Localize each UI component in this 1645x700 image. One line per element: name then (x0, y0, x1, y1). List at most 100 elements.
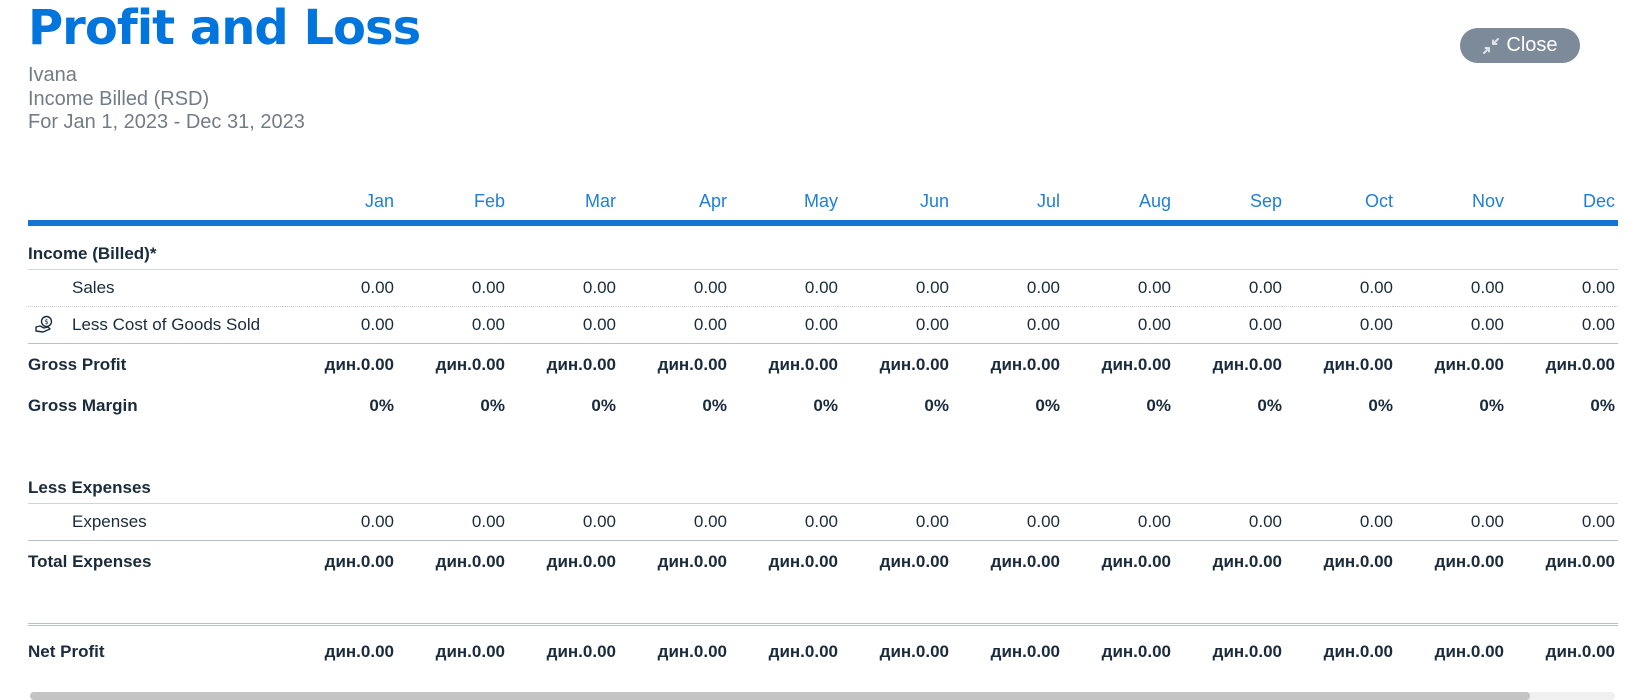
cogs-row-value-jul[interactable]: 0.00 (949, 306, 1060, 344)
cogs-row-value-apr[interactable]: 0.00 (616, 306, 727, 344)
spacer-row-value-jun (838, 426, 949, 460)
cogs-row-value-may[interactable]: 0.00 (727, 306, 838, 344)
cogs-row-value-mar[interactable]: 0.00 (505, 306, 616, 344)
net-profit-row-label-text: Net Profit (28, 642, 105, 661)
sales-row-pad (1615, 269, 1618, 307)
total-expenses-row-value-oct: дин.0.00 (1323, 552, 1393, 571)
sales-row-value-may[interactable]: 0.00 (727, 269, 838, 307)
sales-row-value-feb[interactable]: 0.00 (394, 269, 505, 307)
expenses-heading-row-value-may (727, 460, 838, 504)
sales-row-value-oct[interactable]: 0.00 (1282, 269, 1393, 307)
gross-margin-row-value-aug: 0% (1146, 396, 1171, 415)
header-pad (1615, 188, 1618, 226)
spacer-row-value-feb (394, 426, 505, 460)
expenses-heading-row-pad (1615, 460, 1618, 504)
gross-margin-row-value-sep: 0% (1257, 396, 1282, 415)
gross-profit-row-label: Gross Profit (28, 344, 283, 387)
spacer-row-value-apr (616, 426, 727, 460)
separator-row-value-nov (1393, 583, 1504, 626)
spacer-row-value-aug (1060, 426, 1171, 460)
sales-row-value-sep[interactable]: 0.00 (1171, 269, 1282, 307)
expenses-row-value-oct[interactable]: 0.00 (1282, 503, 1393, 541)
month-header-jun: Jun (838, 188, 949, 226)
expenses-row-label-text: Expenses (72, 512, 147, 531)
total-expenses-row-label: Total Expenses (28, 541, 283, 584)
cogs-row: $ Less Cost of Goods Sold 0.00 0.00 0.00 0.00… (28, 306, 1618, 344)
month-header-dec: Dec (1504, 188, 1615, 226)
horizontal-scrollbar[interactable] (30, 692, 1615, 700)
expenses-row-value-jan[interactable]: 0.00 (283, 503, 394, 541)
expenses-row-value-jul[interactable]: 0.00 (949, 503, 1060, 541)
net-profit-row-value-oct: дин.0.00 (1323, 642, 1393, 661)
income-heading-row-value-jan (283, 223, 394, 270)
sales-row-value-apr[interactable]: 0.00 (616, 269, 727, 307)
income-heading-row-label-text: Income (Billed)* (28, 244, 157, 263)
gross-margin-row-value-may: 0% (813, 396, 838, 415)
sales-row-value-jan[interactable]: 0.00 (283, 269, 394, 307)
sales-row-value-nov[interactable]: 0.00 (1393, 269, 1504, 307)
gross-profit-row-value-nov: дин.0.00 (1434, 355, 1504, 374)
month-header-apr: Apr (616, 188, 727, 226)
expenses-heading-row-value-feb (394, 460, 505, 504)
spacer-row-value-dec (1504, 426, 1615, 460)
cogs-row-value-feb[interactable]: 0.00 (394, 306, 505, 344)
gross-profit-row-value-jan: дин.0.00 (324, 355, 394, 374)
expenses-row-value-nov[interactable]: 0.00 (1393, 503, 1504, 541)
compress-arrows-icon (1483, 37, 1500, 54)
gross-profit-row-value-mar: дин.0.00 (546, 355, 616, 374)
report-basis: Income Billed (RSD) (28, 87, 210, 110)
total-expenses-row-value-jan: дин.0.00 (324, 552, 394, 571)
expenses-row-value-aug[interactable]: 0.00 (1060, 503, 1171, 541)
month-header-feb: Feb (394, 188, 505, 226)
gross-margin-row-label: Gross Margin (28, 386, 283, 426)
net-profit-row-pad (1615, 625, 1618, 679)
total-expenses-row-value-nov: дин.0.00 (1434, 552, 1504, 571)
expenses-row-pad (1615, 503, 1618, 541)
cogs-row-value-jan[interactable]: 0.00 (283, 306, 394, 344)
sales-row-label-text: Sales (72, 278, 115, 297)
close-button[interactable]: Close (1460, 28, 1580, 63)
total-expenses-row-value-aug: дин.0.00 (1101, 552, 1171, 571)
page-title: Profit and Loss (28, 0, 421, 56)
expenses-heading-row-label-text: Less Expenses (28, 478, 151, 497)
cogs-row-value-oct[interactable]: 0.00 (1282, 306, 1393, 344)
cogs-row-value-nov[interactable]: 0.00 (1393, 306, 1504, 344)
cogs-row-value-sep[interactable]: 0.00 (1171, 306, 1282, 344)
total-expenses-row-value-apr: дин.0.00 (657, 552, 727, 571)
separator-row-value-dec (1504, 583, 1615, 626)
cogs-row-value-dec[interactable]: 0.00 (1504, 306, 1615, 344)
spacer-row-value-nov (1393, 426, 1504, 460)
sales-row-value-jun[interactable]: 0.00 (838, 269, 949, 307)
expenses-row-value-feb[interactable]: 0.00 (394, 503, 505, 541)
cogs-row-value-aug[interactable]: 0.00 (1060, 306, 1171, 344)
month-header-aug: Aug (1060, 188, 1171, 226)
total-expenses-row-value-mar: дин.0.00 (546, 552, 616, 571)
scrollbar-thumb[interactable] (30, 692, 1530, 700)
expenses-row-value-dec[interactable]: 0.00 (1504, 503, 1615, 541)
month-header-mar: Mar (505, 188, 616, 226)
expenses-row-value-sep[interactable]: 0.00 (1171, 503, 1282, 541)
spacer-row-value-jul (949, 426, 1060, 460)
net-profit-row-value-jun: дин.0.00 (879, 642, 949, 661)
expenses-row-value-mar[interactable]: 0.00 (505, 503, 616, 541)
expenses-heading-row-value-jan (283, 460, 394, 504)
sales-row-value-mar[interactable]: 0.00 (505, 269, 616, 307)
net-profit-row-value-jan: дин.0.00 (324, 642, 394, 661)
separator-row-value-jan (283, 583, 394, 626)
income-heading-row-value-apr (616, 223, 727, 270)
expenses-heading-row-value-oct (1282, 460, 1393, 504)
sales-row-value-dec[interactable]: 0.00 (1504, 269, 1615, 307)
cogs-row-value-jun[interactable]: 0.00 (838, 306, 949, 344)
expenses-row-value-may[interactable]: 0.00 (727, 503, 838, 541)
report-period: For Jan 1, 2023 - Dec 31, 2023 (28, 111, 305, 133)
separator-row-value-aug (1060, 583, 1171, 626)
income-heading-row-value-sep (1171, 223, 1282, 270)
report-header: Profit and Loss Ivana Income Billed (RSD… (28, 0, 1618, 135)
gross-margin-row-pad (1615, 386, 1618, 426)
expenses-row-value-apr[interactable]: 0.00 (616, 503, 727, 541)
sales-row-value-aug[interactable]: 0.00 (1060, 269, 1171, 307)
separator-row-value-sep (1171, 583, 1282, 626)
sales-row-value-jul[interactable]: 0.00 (949, 269, 1060, 307)
expenses-row-value-jun[interactable]: 0.00 (838, 503, 949, 541)
income-heading-row-value-feb (394, 223, 505, 270)
